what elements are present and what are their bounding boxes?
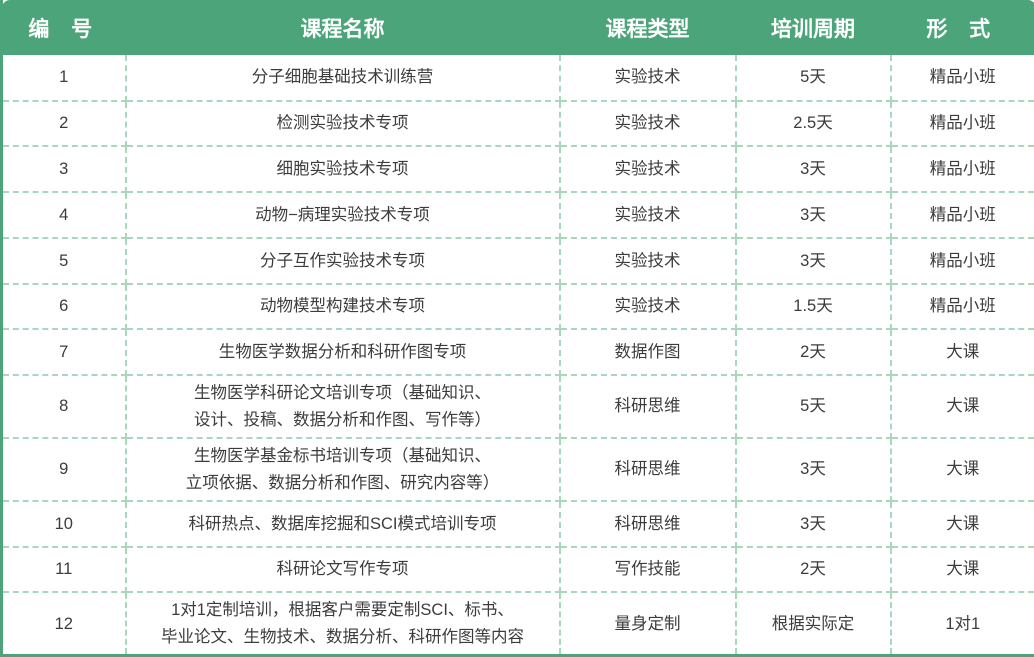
cell-training-period: 3天 — [735, 146, 892, 194]
cell-course-name: 科研论文写作专项 — [125, 546, 561, 594]
table-row: 3 细胞实验技术专项 实验技术 3天 精品小班 — [1, 146, 1034, 194]
course-name-line: 分子细胞基础技术训练营 — [251, 68, 434, 87]
cell-course-type: 科研思维 — [559, 501, 737, 548]
cell-form: 1对1 — [890, 592, 1034, 656]
cell-form: 精品小班 — [890, 55, 1034, 102]
cell-training-period: 3天 — [735, 192, 892, 239]
table-row: 5 分子互作实验技术专项 实验技术 3天 精品小班 — [1, 237, 1034, 285]
table-row: 7 生物医学数据分析和科研作图专项 数据作图 2天 大课 — [1, 329, 1034, 377]
cell-course-name: 动物模型构建技术专项 — [125, 283, 561, 331]
cell-form: 大课 — [890, 438, 1034, 502]
column-header-course-type: 课程类型 — [605, 17, 690, 41]
table-row: 12 1对1定制培训，根据客户需要定制SCI、标书、 毕业论文、生物技术、数据分析、… — [1, 592, 1034, 656]
cell-course-name: 分子互作实验技术专项 — [125, 237, 561, 285]
cell-no: 11 — [1, 546, 127, 594]
cell-form: 大课 — [890, 329, 1034, 377]
course-name-line: 分子互作实验技术专项 — [260, 251, 425, 270]
column-header-no: 编 号 — [28, 17, 101, 41]
cell-form: 精品小班 — [890, 146, 1034, 194]
course-name-line: 检测实验技术专项 — [276, 114, 409, 133]
course-name-line: 科研热点、数据库挖掘和SCI模式培训专项 — [188, 514, 497, 533]
cell-form: 精品小班 — [890, 237, 1034, 285]
cell-course-name: 生物医学科研论文培训专项（基础知识、 设计、投稿、数据分析和作图、写作等） — [125, 375, 561, 440]
cell-form: 大课 — [890, 501, 1034, 548]
table-row: 11 科研论文写作专项 写作技能 2天 大课 — [1, 546, 1034, 594]
cell-course-name: 检测实验技术专项 — [125, 100, 561, 148]
cell-training-period: 2天 — [735, 546, 892, 594]
course-name-line: 设计、投稿、数据分析和作图、写作等） — [194, 410, 491, 429]
cell-course-type: 写作技能 — [559, 546, 737, 594]
cell-training-period: 3天 — [735, 438, 892, 502]
course-name-line: 1对1定制培训，根据客户需要定制SCI、标书、 — [171, 601, 514, 620]
cell-form: 大课 — [890, 375, 1034, 440]
cell-course-type: 实验技术 — [559, 100, 737, 148]
cell-course-type: 科研思维 — [559, 438, 737, 502]
cell-no: 7 — [1, 329, 127, 377]
cell-no: 9 — [1, 438, 127, 502]
cell-training-period: 5天 — [735, 55, 892, 102]
cell-training-period: 2天 — [735, 329, 892, 377]
header-row: 编 号 课程名称 课程类型 培训周期 形 式 — [1, 0, 1034, 55]
cell-no: 12 — [1, 592, 127, 656]
course-name-line: 动物模型构建技术专项 — [260, 297, 425, 316]
cell-course-type: 实验技术 — [559, 55, 737, 102]
cell-form: 大课 — [890, 546, 1034, 594]
cell-course-type: 量身定制 — [559, 592, 737, 656]
cell-course-type: 实验技术 — [559, 192, 737, 239]
cell-course-name: 细胞实验技术专项 — [125, 146, 561, 194]
cell-course-type: 科研思维 — [559, 375, 737, 440]
cell-training-period: 3天 — [735, 501, 892, 548]
cell-form: 精品小班 — [890, 100, 1034, 148]
course-name-line: 生物医学科研论文培训专项（基础知识、 — [194, 384, 491, 403]
cell-training-period: 根据实际定 — [735, 592, 892, 656]
cell-course-type: 数据作图 — [559, 329, 737, 377]
table-row: 4 动物−病理实验技术专项 实验技术 3天 精品小班 — [1, 192, 1034, 239]
course-name-line: 立项依据、数据分析和作图、研究内容等） — [185, 473, 500, 492]
cell-course-name: 生物医学基金标书培训专项（基础知识、 立项依据、数据分析和作图、研究内容等） — [125, 438, 561, 502]
cell-no: 2 — [1, 100, 127, 148]
cell-no: 5 — [1, 237, 127, 285]
cell-course-name: 动物−病理实验技术专项 — [125, 192, 561, 239]
cell-course-type: 实验技术 — [559, 283, 737, 331]
course-name-line: 生物医学数据分析和科研作图专项 — [218, 342, 467, 361]
table-row: 2 检测实验技术专项 实验技术 2.5天 精品小班 — [1, 100, 1034, 148]
table-row: 6 动物模型构建技术专项 实验技术 1.5天 精品小班 — [1, 283, 1034, 331]
cell-no: 10 — [1, 501, 127, 548]
course-name-line: 动物−病理实验技术专项 — [255, 205, 430, 224]
course-name-line: 细胞实验技术专项 — [276, 160, 409, 179]
cell-course-name: 1对1定制培训，根据客户需要定制SCI、标书、 毕业论文、生物技术、数据分析、科研… — [125, 592, 561, 656]
column-header-form: 形 式 — [926, 17, 999, 41]
table-body: 1 分子细胞基础技术训练营 实验技术 5天 精品小班 2 检测实验技术专项 实验技术 2.5天精… — [1, 55, 1034, 656]
cell-no: 8 — [1, 375, 127, 440]
table-header: 编 号 课程名称 课程类型 培训周期 形 式 — [1, 0, 1034, 55]
course-name-line: 生物医学基金标书培训专项（基础知识、 — [194, 447, 491, 466]
table-row: 10 科研热点、数据库挖掘和SCI模式培训专项 科研思维 3天 大课 — [1, 501, 1034, 548]
cell-course-name: 分子细胞基础技术训练营 — [125, 55, 561, 102]
table-row: 8 生物医学科研论文培训专项（基础知识、 设计、投稿、数据分析和作图、写作等） 科研思… — [1, 375, 1034, 440]
cell-form: 精品小班 — [890, 192, 1034, 239]
cell-training-period: 3天 — [735, 237, 892, 285]
column-header-course-name: 课程名称 — [300, 17, 385, 41]
cell-training-period: 5天 — [735, 375, 892, 440]
cell-training-period: 2.5天 — [735, 100, 892, 148]
cell-form: 精品小班 — [890, 283, 1034, 331]
course-name-line: 科研论文写作专项 — [276, 560, 409, 579]
cell-no: 1 — [1, 55, 127, 102]
course-name-line: 毕业论文、生物技术、数据分析、科研作图等内容 — [161, 627, 524, 646]
cell-training-period: 1.5天 — [735, 283, 892, 331]
cell-no: 4 — [1, 192, 127, 239]
column-header-training-period: 培训周期 — [771, 17, 855, 41]
cell-course-name: 生物医学数据分析和科研作图专项 — [125, 329, 561, 377]
cell-course-name: 科研热点、数据库挖掘和SCI模式培训专项 — [125, 501, 561, 548]
cell-no: 6 — [1, 283, 127, 331]
table-row: 9 生物医学基金标书培训专项（基础知识、 立项依据、数据分析和作图、研究内容等） 科研… — [1, 438, 1034, 502]
cell-course-type: 实验技术 — [559, 146, 737, 194]
table-row: 1 分子细胞基础技术训练营 实验技术 5天 精品小班 — [1, 55, 1034, 102]
cell-course-type: 实验技术 — [559, 237, 737, 285]
cell-no: 3 — [1, 146, 127, 194]
